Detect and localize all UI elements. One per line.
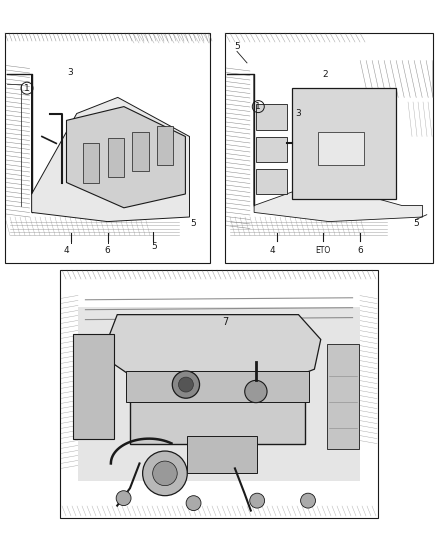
Polygon shape [108, 314, 321, 382]
Text: 5: 5 [152, 243, 158, 252]
Bar [327, 344, 359, 449]
Text: 4: 4 [270, 246, 276, 255]
Bar [83, 143, 99, 182]
Bar [5, 33, 210, 263]
Text: 7: 7 [222, 317, 229, 327]
Circle shape [143, 451, 187, 496]
Text: 6: 6 [105, 246, 110, 255]
Text: 3: 3 [68, 68, 74, 77]
Polygon shape [78, 307, 360, 481]
Circle shape [179, 377, 193, 392]
Bar [256, 169, 287, 194]
Bar [126, 370, 309, 402]
Circle shape [116, 491, 131, 506]
Text: 2: 2 [322, 70, 328, 79]
Bar [187, 436, 257, 473]
Text: ETO: ETO [315, 246, 330, 255]
Bar [318, 132, 364, 165]
Text: 5: 5 [413, 220, 419, 229]
Text: 5: 5 [234, 42, 240, 51]
Polygon shape [254, 75, 423, 222]
Bar [132, 132, 148, 171]
Circle shape [250, 493, 265, 508]
Bar [107, 138, 124, 177]
Circle shape [172, 371, 200, 398]
Text: 4: 4 [64, 246, 69, 255]
Polygon shape [67, 107, 185, 208]
Bar [157, 126, 173, 165]
Text: 3: 3 [295, 109, 300, 118]
Bar [256, 136, 287, 162]
Circle shape [153, 461, 177, 486]
Circle shape [186, 496, 201, 511]
Bar [225, 33, 433, 263]
Bar [130, 374, 305, 443]
Text: 5: 5 [191, 220, 197, 229]
Bar [60, 270, 378, 518]
Bar [73, 335, 114, 439]
Text: 1: 1 [24, 84, 30, 93]
Text: 1: 1 [255, 102, 261, 111]
Circle shape [245, 381, 267, 402]
Polygon shape [32, 75, 190, 222]
Circle shape [300, 493, 315, 508]
Text: 6: 6 [357, 246, 363, 255]
Bar [256, 104, 287, 130]
Bar [292, 88, 396, 199]
